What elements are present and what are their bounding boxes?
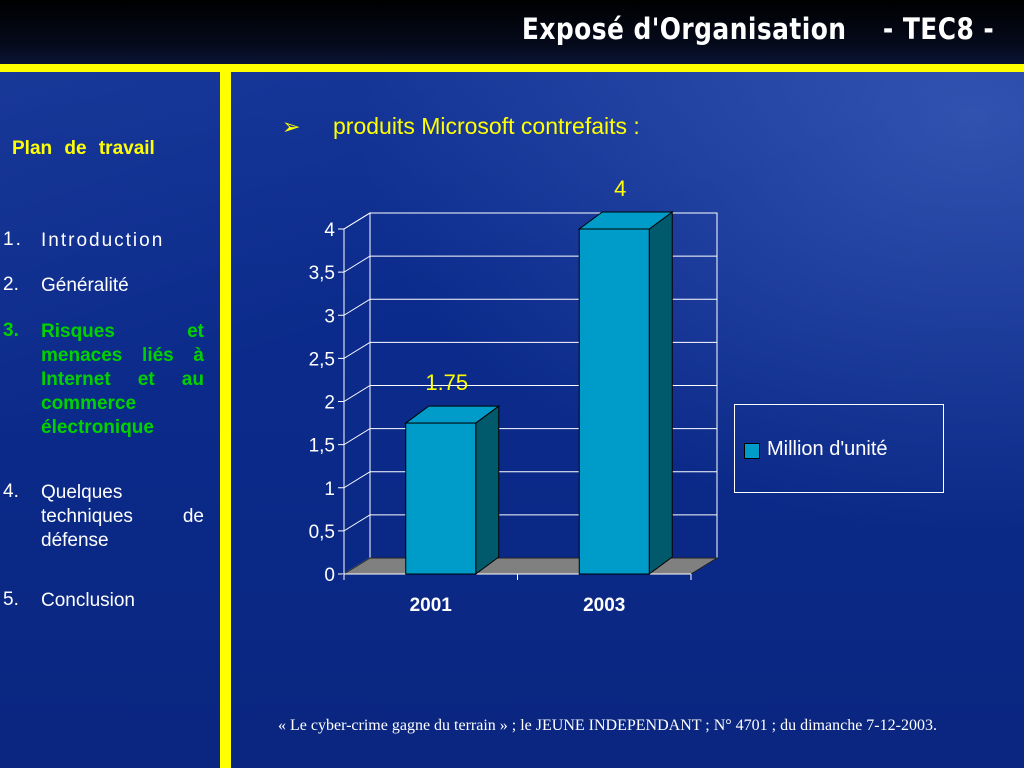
bullet-arrow-icon: ➢ xyxy=(282,114,301,139)
bar xyxy=(578,228,650,575)
y-tick-label: 3,5 xyxy=(309,263,335,284)
outline-item-introduction[interactable]: 1. Introduction xyxy=(0,229,204,253)
outline-title: Plan de travail xyxy=(12,138,155,159)
data-label: 4 xyxy=(614,176,626,201)
chart-legend: Million d'unité xyxy=(734,404,944,493)
x-tick-label: 2001 xyxy=(410,595,453,616)
outline-item-risques[interactable]: 3. Risques et menaces liés à Internet et… xyxy=(0,320,204,440)
outline-item-label: Risques et menaces liés à Internet et au… xyxy=(41,321,204,438)
outline-item-number: 5. xyxy=(3,589,19,610)
data-label: 1.75 xyxy=(425,370,468,395)
bar-side xyxy=(648,211,673,575)
outline-item-number: 1. xyxy=(3,229,23,250)
y-tick-label: 0,5 xyxy=(309,522,335,543)
outline-item-generalite[interactable]: 2. Généralité xyxy=(0,274,204,298)
legend-label: Million d'unité xyxy=(767,438,888,460)
bar xyxy=(405,422,477,575)
outline-item-conclusion[interactable]: 5. Conclusion xyxy=(0,589,204,613)
outline-item-number: 4. xyxy=(3,481,19,502)
outline-item-number: 3. xyxy=(3,320,19,341)
y-tick-label: 2,5 xyxy=(309,349,335,370)
source-citation: « Le cyber-crime gagne du terrain » ; le… xyxy=(278,717,937,734)
outline-item-label: Introduction xyxy=(41,230,165,251)
outline-item-label: Quelques techniques de défense xyxy=(41,482,204,551)
vertical-divider xyxy=(220,64,231,768)
slide-title: Exposé d'Organisation - TEC8 - xyxy=(521,12,994,46)
y-tick-label: 2 xyxy=(324,393,335,414)
horizontal-divider xyxy=(0,64,1024,72)
y-tick-label: 4 xyxy=(324,220,335,241)
y-tick-label: 1,5 xyxy=(309,436,335,457)
chart-heading: produits Microsoft contrefaits : xyxy=(333,113,640,139)
y-tick-label: 0 xyxy=(324,565,335,586)
bar-side xyxy=(475,405,500,575)
outline-item-techniques[interactable]: 4. Quelques techniques de défense xyxy=(0,481,204,553)
y-tick-label: 3 xyxy=(324,306,335,327)
legend-swatch xyxy=(744,443,760,459)
x-tick-label: 2003 xyxy=(583,595,625,616)
title-bar: Exposé d'Organisation - TEC8 - xyxy=(0,0,1024,64)
y-tick-label: 1 xyxy=(324,479,335,500)
outline-sidebar: Plan de travail 1. Introduction 2. Génér… xyxy=(0,72,214,768)
outline-item-label: Conclusion xyxy=(41,590,135,611)
outline-item-number: 2. xyxy=(3,274,19,295)
outline-item-label: Généralité xyxy=(41,275,129,296)
